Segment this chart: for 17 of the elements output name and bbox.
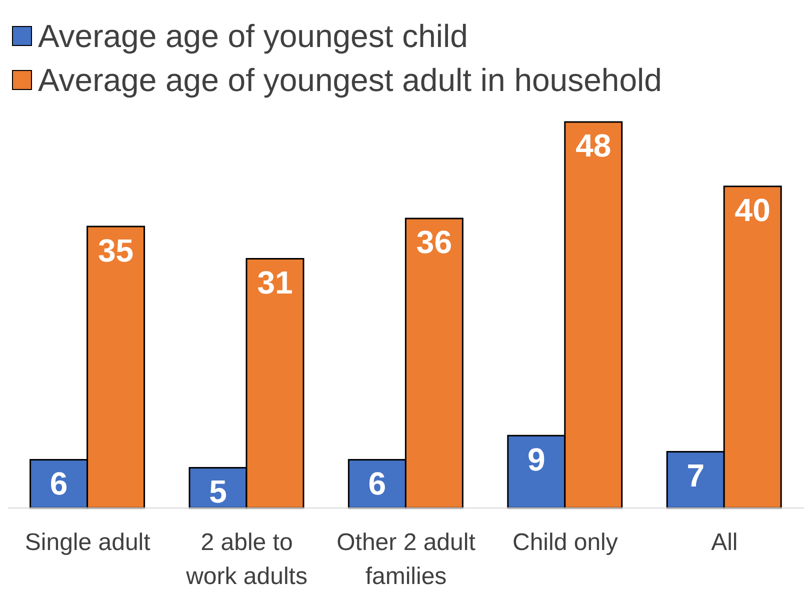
x-tick-label: 2 able to work adults: [185, 529, 308, 590]
data-label: 6: [368, 465, 386, 502]
data-label: 31: [257, 264, 293, 300]
data-label: 35: [98, 232, 134, 268]
x-tick-label: All: [711, 529, 738, 556]
data-label: 36: [416, 224, 452, 260]
legend-label: Average age of youngest adult in household: [37, 62, 663, 98]
data-label: 40: [734, 192, 770, 228]
x-tick-label: Other 2 adult families: [336, 529, 476, 590]
data-label: 7: [686, 457, 704, 494]
x-tick-label: Single adult: [24, 529, 151, 556]
data-label: 5: [209, 474, 227, 510]
legend-label: Average age of youngest child: [37, 18, 469, 54]
data-label: 48: [576, 128, 612, 164]
data-label: 6: [50, 465, 68, 502]
x-tick-label: Child only: [512, 529, 618, 556]
data-label: 9: [527, 441, 546, 478]
